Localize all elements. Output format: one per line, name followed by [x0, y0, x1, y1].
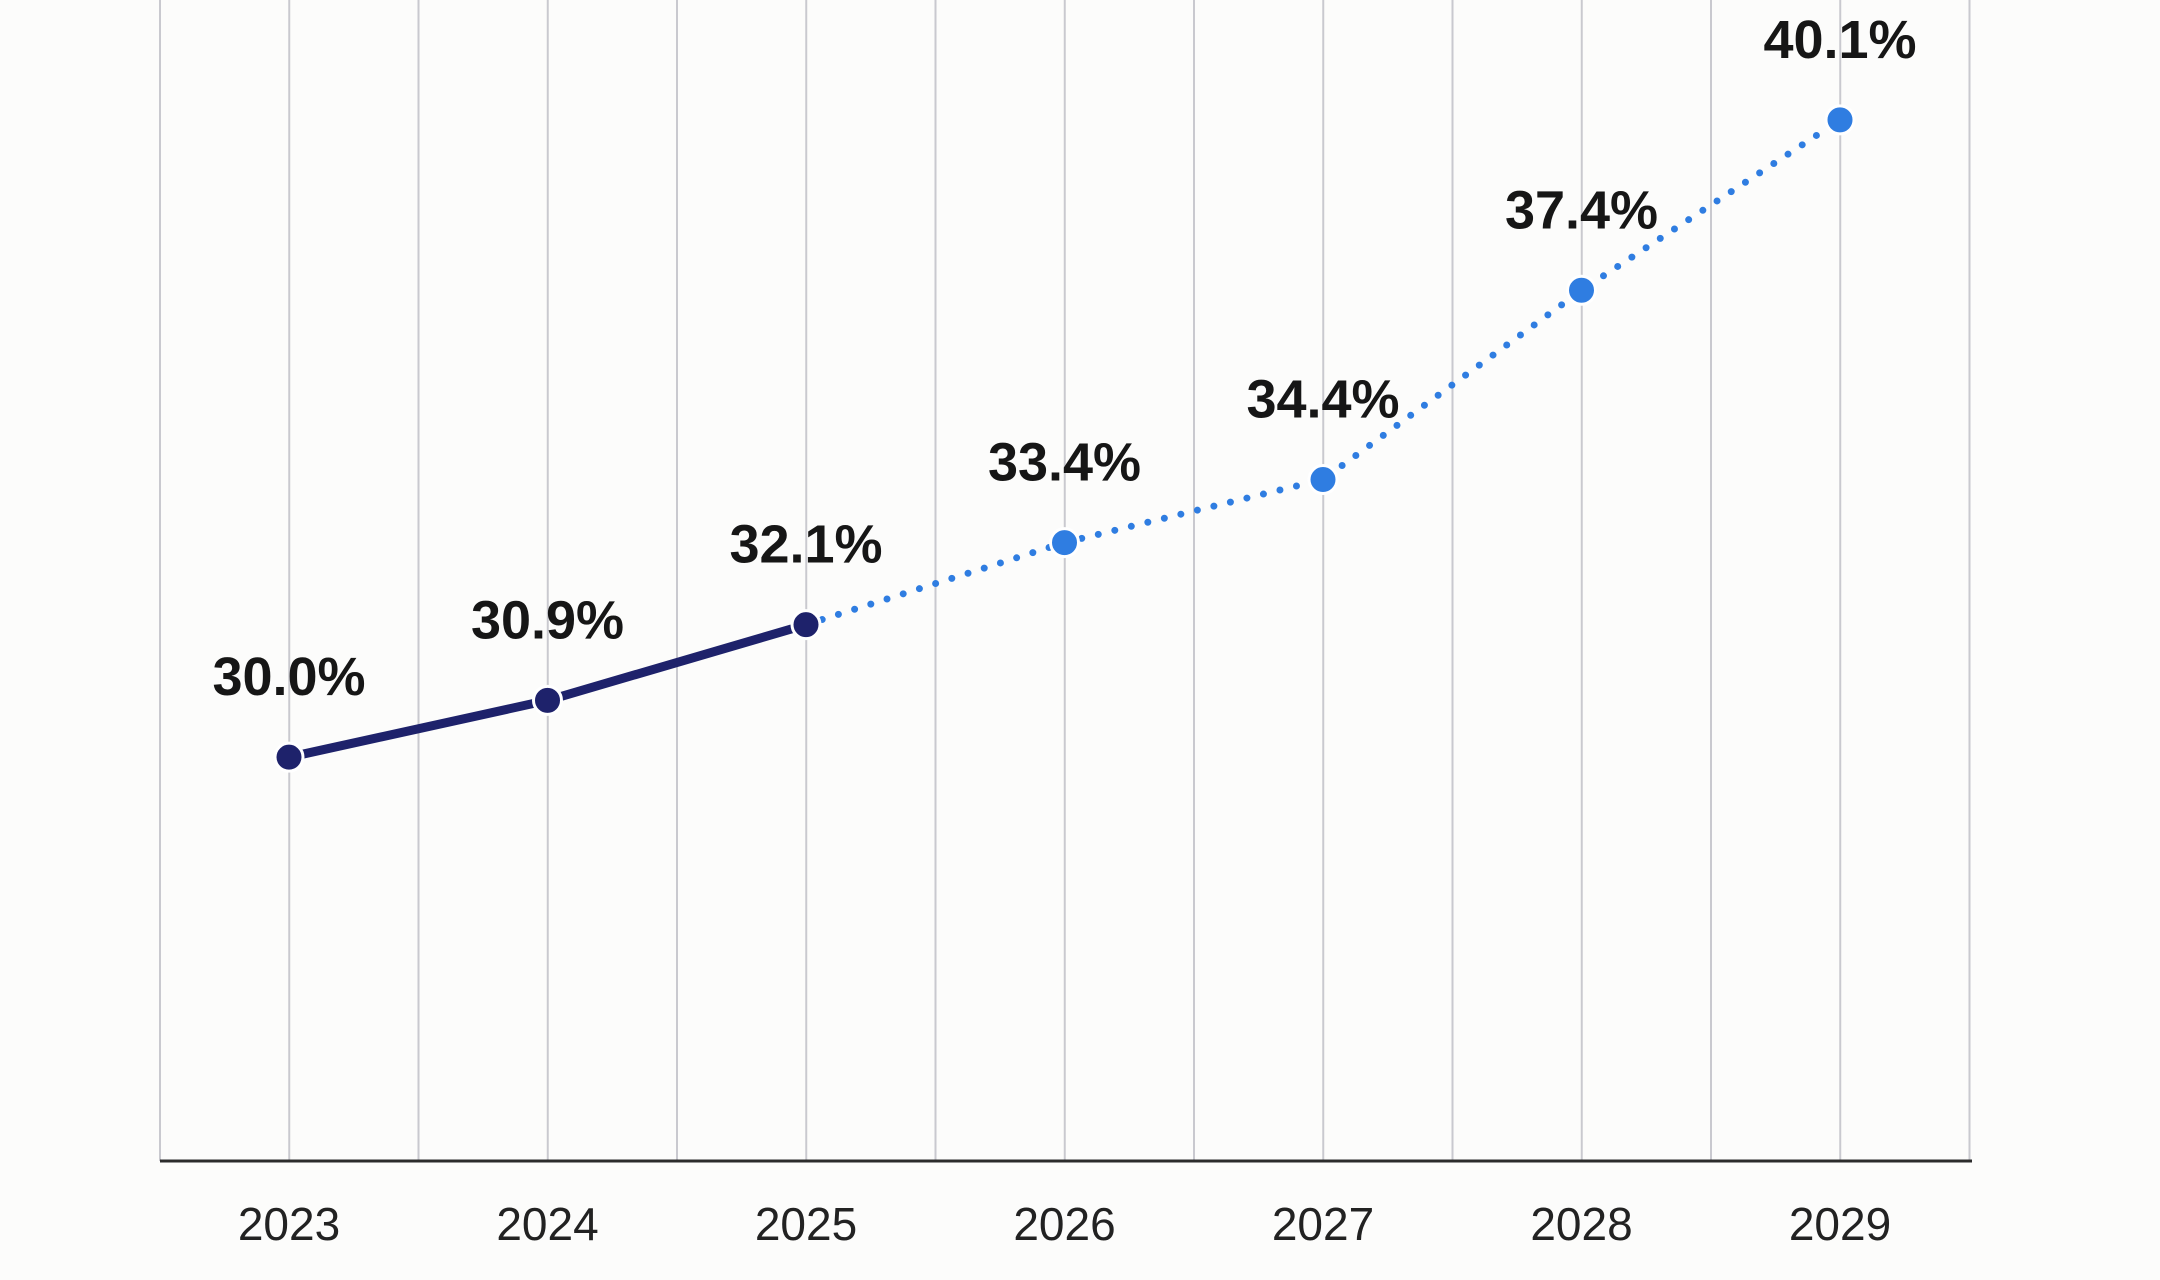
data-label-2027: 34.4%: [1246, 370, 1399, 430]
data-point-2028: [1566, 274, 1597, 306]
data-point-2025: [790, 609, 822, 641]
x-tick-label-2023: 2023: [238, 1198, 340, 1250]
data-point-2026: [1049, 527, 1080, 559]
series-layer: [273, 104, 1856, 773]
x-tick-label-2029: 2029: [1789, 1198, 1891, 1250]
data-point-2024: [532, 684, 563, 716]
x-tick-label-2028: 2028: [1530, 1198, 1632, 1250]
data-point-2029: [1824, 104, 1856, 136]
x-tick-label-2025: 2025: [755, 1198, 857, 1250]
data-label-2023: 30.0%: [212, 647, 365, 707]
data-label-2024: 30.9%: [471, 590, 624, 650]
data-label-layer: 30.0% 30.9% 32.1% 33.4% 34.4% 37.4% 40.1%: [212, 10, 1916, 707]
data-point-2027: [1307, 464, 1339, 496]
data-label-2028: 37.4%: [1505, 180, 1658, 240]
data-point-2023: [273, 741, 305, 773]
x-tick-label-2027: 2027: [1272, 1198, 1374, 1250]
data-label-2025: 32.1%: [729, 515, 882, 575]
data-label-2029: 40.1%: [1763, 10, 1916, 70]
axis-layer: 2023 2024 2025 2026 2027 2028 2029: [160, 1159, 1972, 1250]
x-tick-label-2026: 2026: [1013, 1198, 1115, 1250]
grid-layer: [159, 0, 1971, 1161]
x-tick-label-2024: 2024: [496, 1198, 598, 1250]
data-label-2026: 33.4%: [988, 433, 1141, 493]
